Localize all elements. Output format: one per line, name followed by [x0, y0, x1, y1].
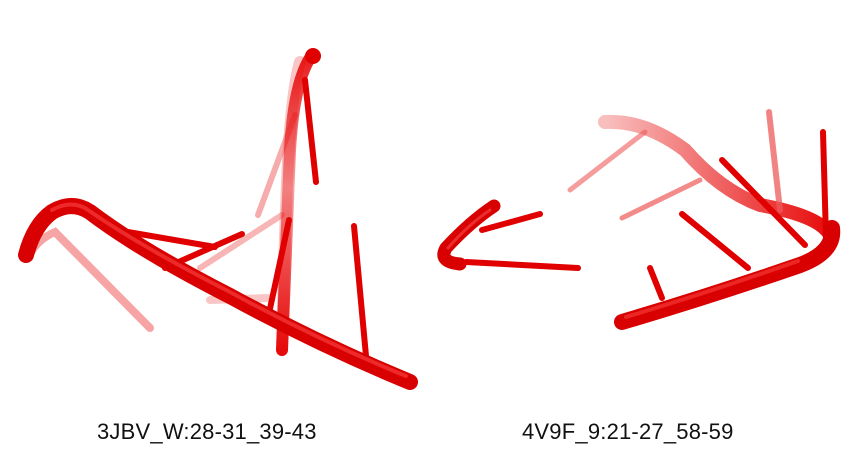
upper-strand — [276, 48, 321, 356]
main-backbone — [18, 198, 418, 390]
structure-caption-right: 4V9F_9:21-27_58-59 — [522, 419, 734, 444]
structure-panel-right: 4V9F_9:21-27_58-59 — [430, 0, 860, 460]
left-hook-strand — [437, 199, 581, 271]
lower-backbone — [614, 220, 841, 330]
structure-panel-left: 3JBV_W:28-31_39-43 — [18, 48, 418, 444]
rna-cartoon-3jbv — [18, 48, 418, 390]
structure-caption-left: 3JBV_W:28-31_39-43 — [97, 419, 317, 444]
faded-upper-strand — [567, 109, 835, 239]
rna-cartoon-4v9f — [437, 109, 841, 330]
right-base-sticks — [647, 129, 829, 301]
